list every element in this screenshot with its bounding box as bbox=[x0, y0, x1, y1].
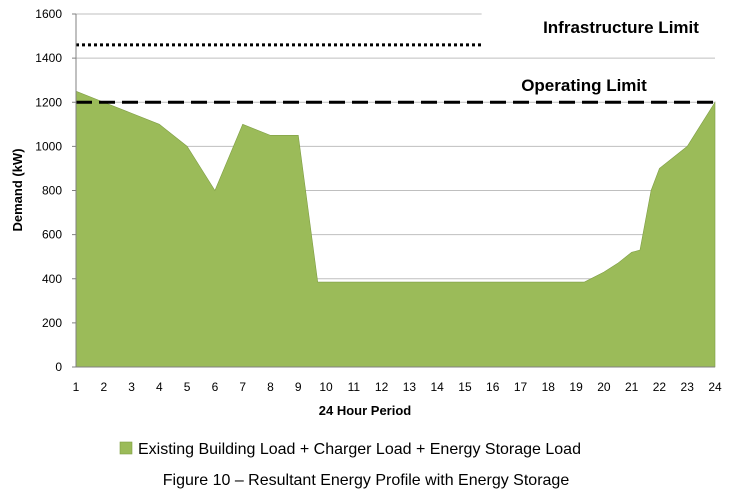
y-tick-label: 1200 bbox=[35, 95, 62, 109]
y-tick-label: 600 bbox=[42, 228, 62, 242]
y-tick-label: 1600 bbox=[35, 7, 62, 21]
x-tick-label: 8 bbox=[267, 380, 274, 394]
x-tick-label: 11 bbox=[348, 380, 361, 394]
area-series-0 bbox=[75, 90, 716, 368]
legend-label: Existing Building Load + Charger Load + … bbox=[138, 441, 581, 458]
area-series bbox=[75, 90, 716, 368]
x-tick-label: 17 bbox=[514, 380, 528, 394]
x-tick-label: 24 bbox=[708, 380, 722, 394]
x-tick-label: 1 bbox=[73, 380, 80, 394]
y-axis-title: Demand (kW) bbox=[10, 148, 25, 231]
x-tick-labels: 1 2 3 4 5 6 7 8 9 10 11 12 13 14 15 16 17 18 19 20 21 22 23 24 bbox=[73, 380, 722, 394]
y-tick-label: 1000 bbox=[35, 139, 62, 153]
x-tick-label: 4 bbox=[156, 380, 163, 394]
x-tick-label: 2 bbox=[100, 380, 107, 394]
x-tick-label: 3 bbox=[128, 380, 135, 394]
x-tick-label: 18 bbox=[542, 380, 556, 394]
x-tick-label: 22 bbox=[653, 380, 667, 394]
y-tick-label: 0 bbox=[55, 360, 62, 374]
operating-limit-label: Operating Limit bbox=[521, 76, 647, 95]
infrastructure-limit-label: Infrastructure Limit bbox=[543, 18, 699, 37]
figure-caption: Figure 10 – Resultant Energy Profile wit… bbox=[163, 472, 570, 489]
x-tick-label: 23 bbox=[681, 380, 695, 394]
limit-lines bbox=[76, 43, 715, 104]
x-tick-label: 20 bbox=[597, 380, 611, 394]
axes bbox=[72, 13, 715, 368]
y-tick-label: 400 bbox=[42, 272, 62, 286]
x-tick-label: 9 bbox=[295, 380, 302, 394]
x-tick-label: 12 bbox=[375, 380, 389, 394]
x-tick-label: 7 bbox=[239, 380, 246, 394]
legend-swatch bbox=[119, 441, 133, 455]
x-tick-label: 5 bbox=[184, 380, 191, 394]
x-tick-label: 14 bbox=[430, 380, 444, 394]
x-tick-label: 13 bbox=[403, 380, 417, 394]
y-tick-label: 800 bbox=[42, 184, 62, 198]
y-tick-label: 1400 bbox=[35, 51, 62, 65]
x-tick-label: 6 bbox=[212, 380, 219, 394]
x-tick-label: 19 bbox=[569, 380, 583, 394]
x-axis-title: 24 Hour Period bbox=[319, 403, 412, 418]
x-tick-label: 15 bbox=[458, 380, 472, 394]
x-tick-label: 21 bbox=[625, 380, 639, 394]
x-tick-label: 16 bbox=[486, 380, 500, 394]
x-tick-label: 10 bbox=[319, 380, 333, 394]
y-tick-label: 200 bbox=[42, 316, 62, 330]
y-tick-labels: 0 200 400 600 800 1000 1200 1400 1600 bbox=[35, 7, 62, 374]
